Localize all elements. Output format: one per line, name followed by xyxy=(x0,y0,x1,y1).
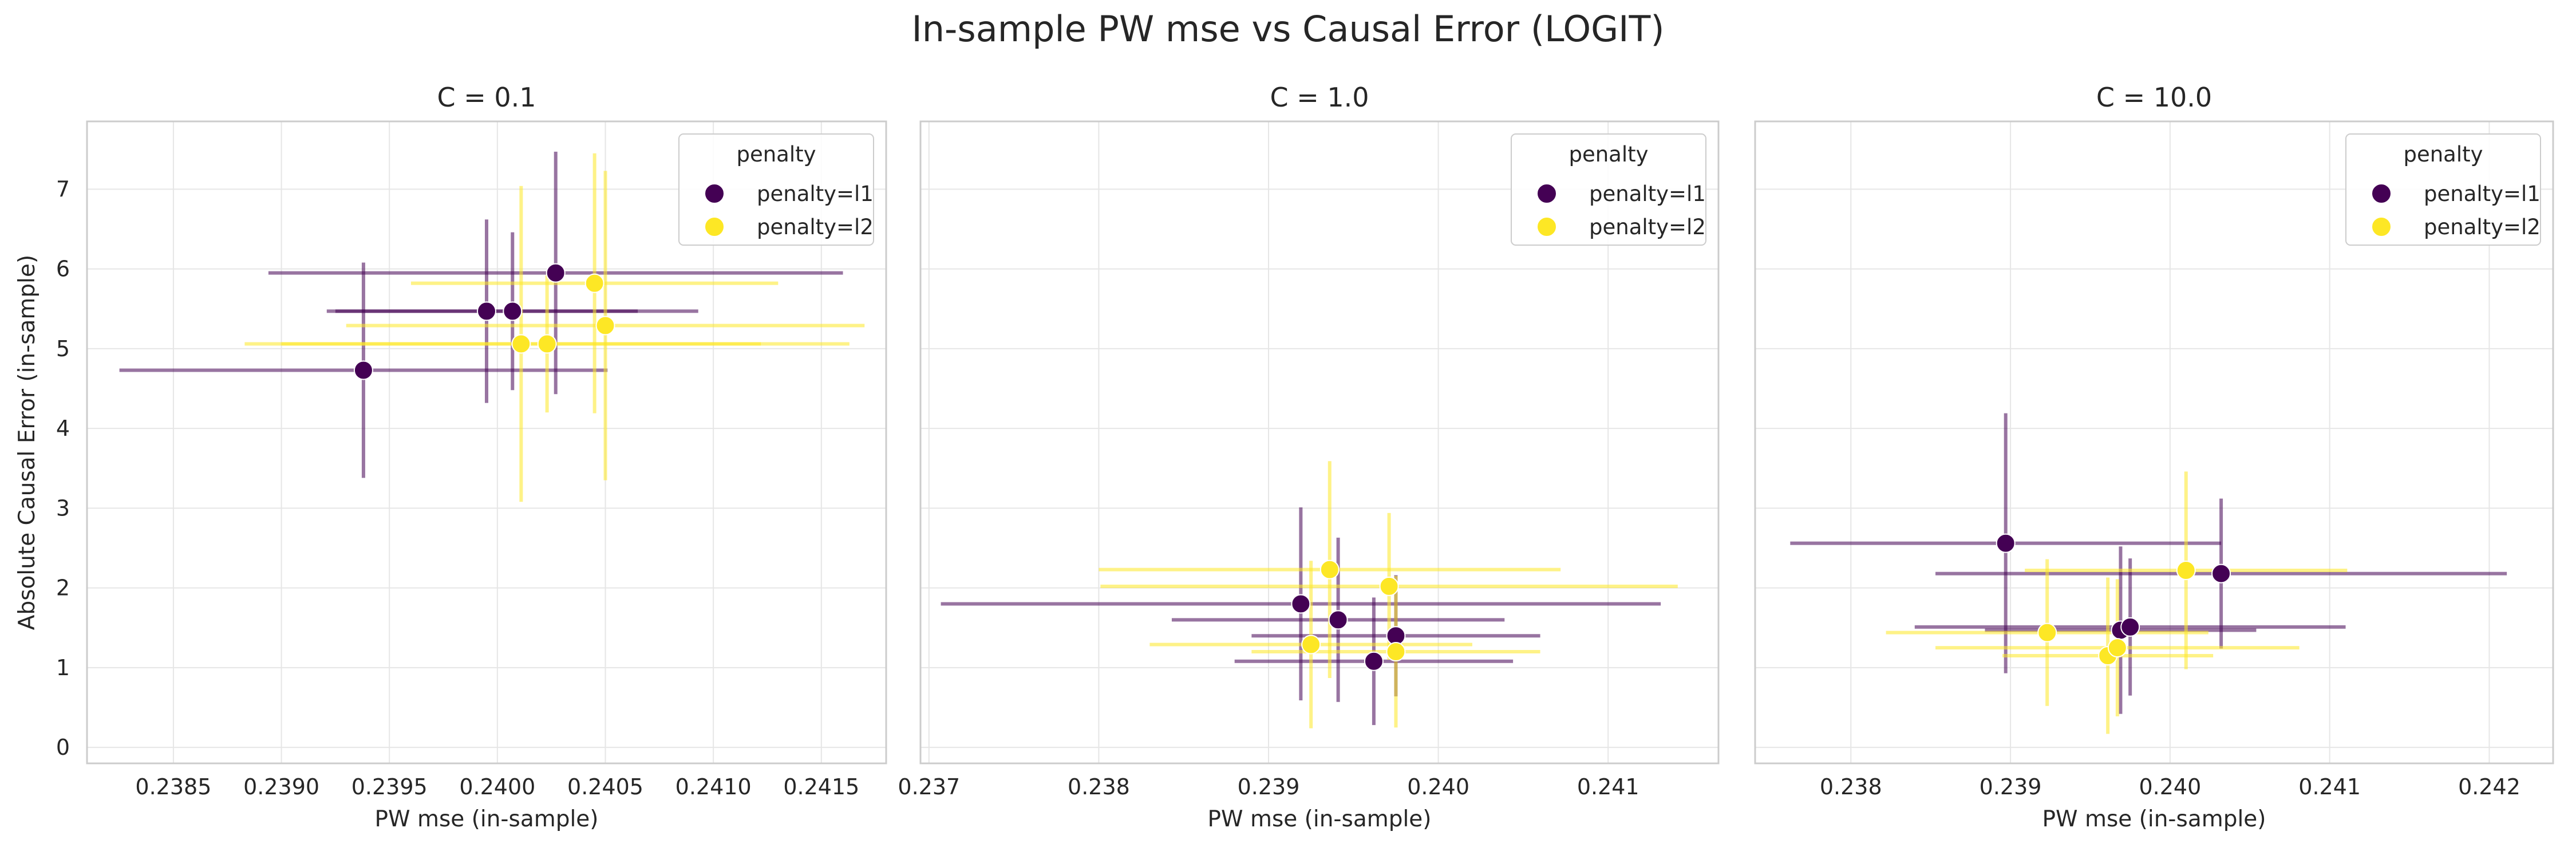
data-point-l1 xyxy=(503,301,523,321)
legend-title: penalty xyxy=(2403,142,2483,167)
data-point-l2 xyxy=(1301,635,1321,655)
data-point-l2 xyxy=(584,273,605,293)
y-tick-label: 0 xyxy=(56,735,70,760)
data-point-l2 xyxy=(1386,642,1406,662)
x-tick-label: 0.241 xyxy=(2298,774,2361,799)
panel-title: C = 1.0 xyxy=(1270,82,1369,113)
legend-label: penalty=l2 xyxy=(2424,215,2541,239)
y-tick-label: 2 xyxy=(56,576,70,601)
legend-box xyxy=(1511,133,1706,246)
legend: penalty penalty=l1 penalty=l2 xyxy=(2345,133,2541,246)
data-point-l2 xyxy=(1379,576,1399,596)
legend-marker-l2 xyxy=(2371,216,2392,237)
legend-marker-l1 xyxy=(2371,183,2392,204)
legend-marker-l2 xyxy=(704,216,725,237)
x-tick-label: 0.2410 xyxy=(675,774,752,799)
data-point-l2 xyxy=(2037,622,2057,643)
x-tick-label: 0.237 xyxy=(898,774,960,799)
data-point-l1 xyxy=(1364,651,1384,671)
axes-frame xyxy=(1754,120,2554,765)
axes-frame xyxy=(919,120,1720,765)
y-tick-label: 5 xyxy=(56,336,70,361)
legend-marker-l2 xyxy=(1536,216,1557,237)
x-tick-label: 0.2395 xyxy=(351,774,428,799)
y-tick-label: 3 xyxy=(56,495,70,521)
legend-label: penalty=l2 xyxy=(757,215,874,239)
legend-label: penalty=l1 xyxy=(1589,182,1706,206)
y-tick-label: 4 xyxy=(56,416,70,441)
x-tick-label: 0.240 xyxy=(2139,774,2201,799)
x-tick-label: 0.239 xyxy=(1238,774,1300,799)
x-tick-label: 0.2415 xyxy=(783,774,859,799)
data-point-l1 xyxy=(353,360,373,380)
x-axis-label: PW mse (in-sample) xyxy=(2042,806,2266,832)
x-tick-label: 0.242 xyxy=(2458,774,2520,799)
x-tick-label: 0.238 xyxy=(1068,774,1130,799)
x-tick-label: 0.2405 xyxy=(567,774,643,799)
legend-label: penalty=l1 xyxy=(2424,182,2541,206)
panel-2: 0.237 0.238 0.239 0.240 0.241 C = 1.0 PW mse (… xyxy=(898,82,1720,832)
x-axis-label: PW mse (in-sample) xyxy=(374,806,598,832)
data-point-l2 xyxy=(595,316,615,336)
x-axis-label: PW mse (in-sample) xyxy=(1207,806,1431,832)
legend: penalty penalty=l1 penalty=l2 xyxy=(678,133,874,246)
legend-label: penalty=l1 xyxy=(757,182,874,206)
legend-marker-l1 xyxy=(1536,183,1557,204)
panel-title: C = 0.1 xyxy=(437,82,536,113)
x-tick-label: 0.238 xyxy=(1820,774,1882,799)
data-point-l2 xyxy=(511,334,531,354)
panel-3: 0.238 0.239 0.240 0.241 0.242 C = 10.0 PW mse … xyxy=(1754,82,2554,832)
y-tick-label: 6 xyxy=(56,257,70,282)
data-point-l1 xyxy=(1291,594,1311,614)
panel-title: C = 10.0 xyxy=(2096,82,2212,113)
data-point-l1 xyxy=(546,263,566,283)
legend-title: penalty xyxy=(736,142,816,167)
data-point-l1 xyxy=(2211,564,2231,584)
legend-title: penalty xyxy=(1568,142,1648,167)
data-point-l2 xyxy=(1319,559,1340,580)
x-tick-label: 0.240 xyxy=(1407,774,1469,799)
figure-title: In-sample PW mse vs Causal Error (LOGIT) xyxy=(911,8,1665,50)
x-tick-label: 0.2390 xyxy=(243,774,319,799)
y-tick-label: 1 xyxy=(56,655,70,680)
x-tick-label: 0.2385 xyxy=(135,774,211,799)
data-point-l1 xyxy=(1996,533,2016,553)
x-tick-label: 0.239 xyxy=(1980,774,2042,799)
data-point-l1 xyxy=(477,301,496,321)
data-point-l1 xyxy=(2120,617,2140,637)
y-tick-label: 7 xyxy=(56,176,70,202)
data-point-l2 xyxy=(2107,638,2127,658)
data-point-l2 xyxy=(537,334,557,354)
data-point-l2 xyxy=(2176,561,2196,581)
legend-box xyxy=(2345,133,2541,246)
y-axis-label: Absolute Causal Error (in-sample) xyxy=(14,255,40,630)
legend: penalty penalty=l1 penalty=l2 xyxy=(1511,133,1706,246)
x-tick-label: 0.2400 xyxy=(459,774,535,799)
legend-label: penalty=l2 xyxy=(1589,215,1706,239)
legend-box xyxy=(678,133,874,246)
axes-frame xyxy=(86,120,887,765)
legend-marker-l1 xyxy=(704,183,725,204)
data-point-l1 xyxy=(1328,610,1348,630)
x-tick-label: 0.241 xyxy=(1577,774,1639,799)
panel-1: 0.2385 0.2390 0.2395 0.2400 0.2405 0.2410 0.24… xyxy=(14,82,887,832)
